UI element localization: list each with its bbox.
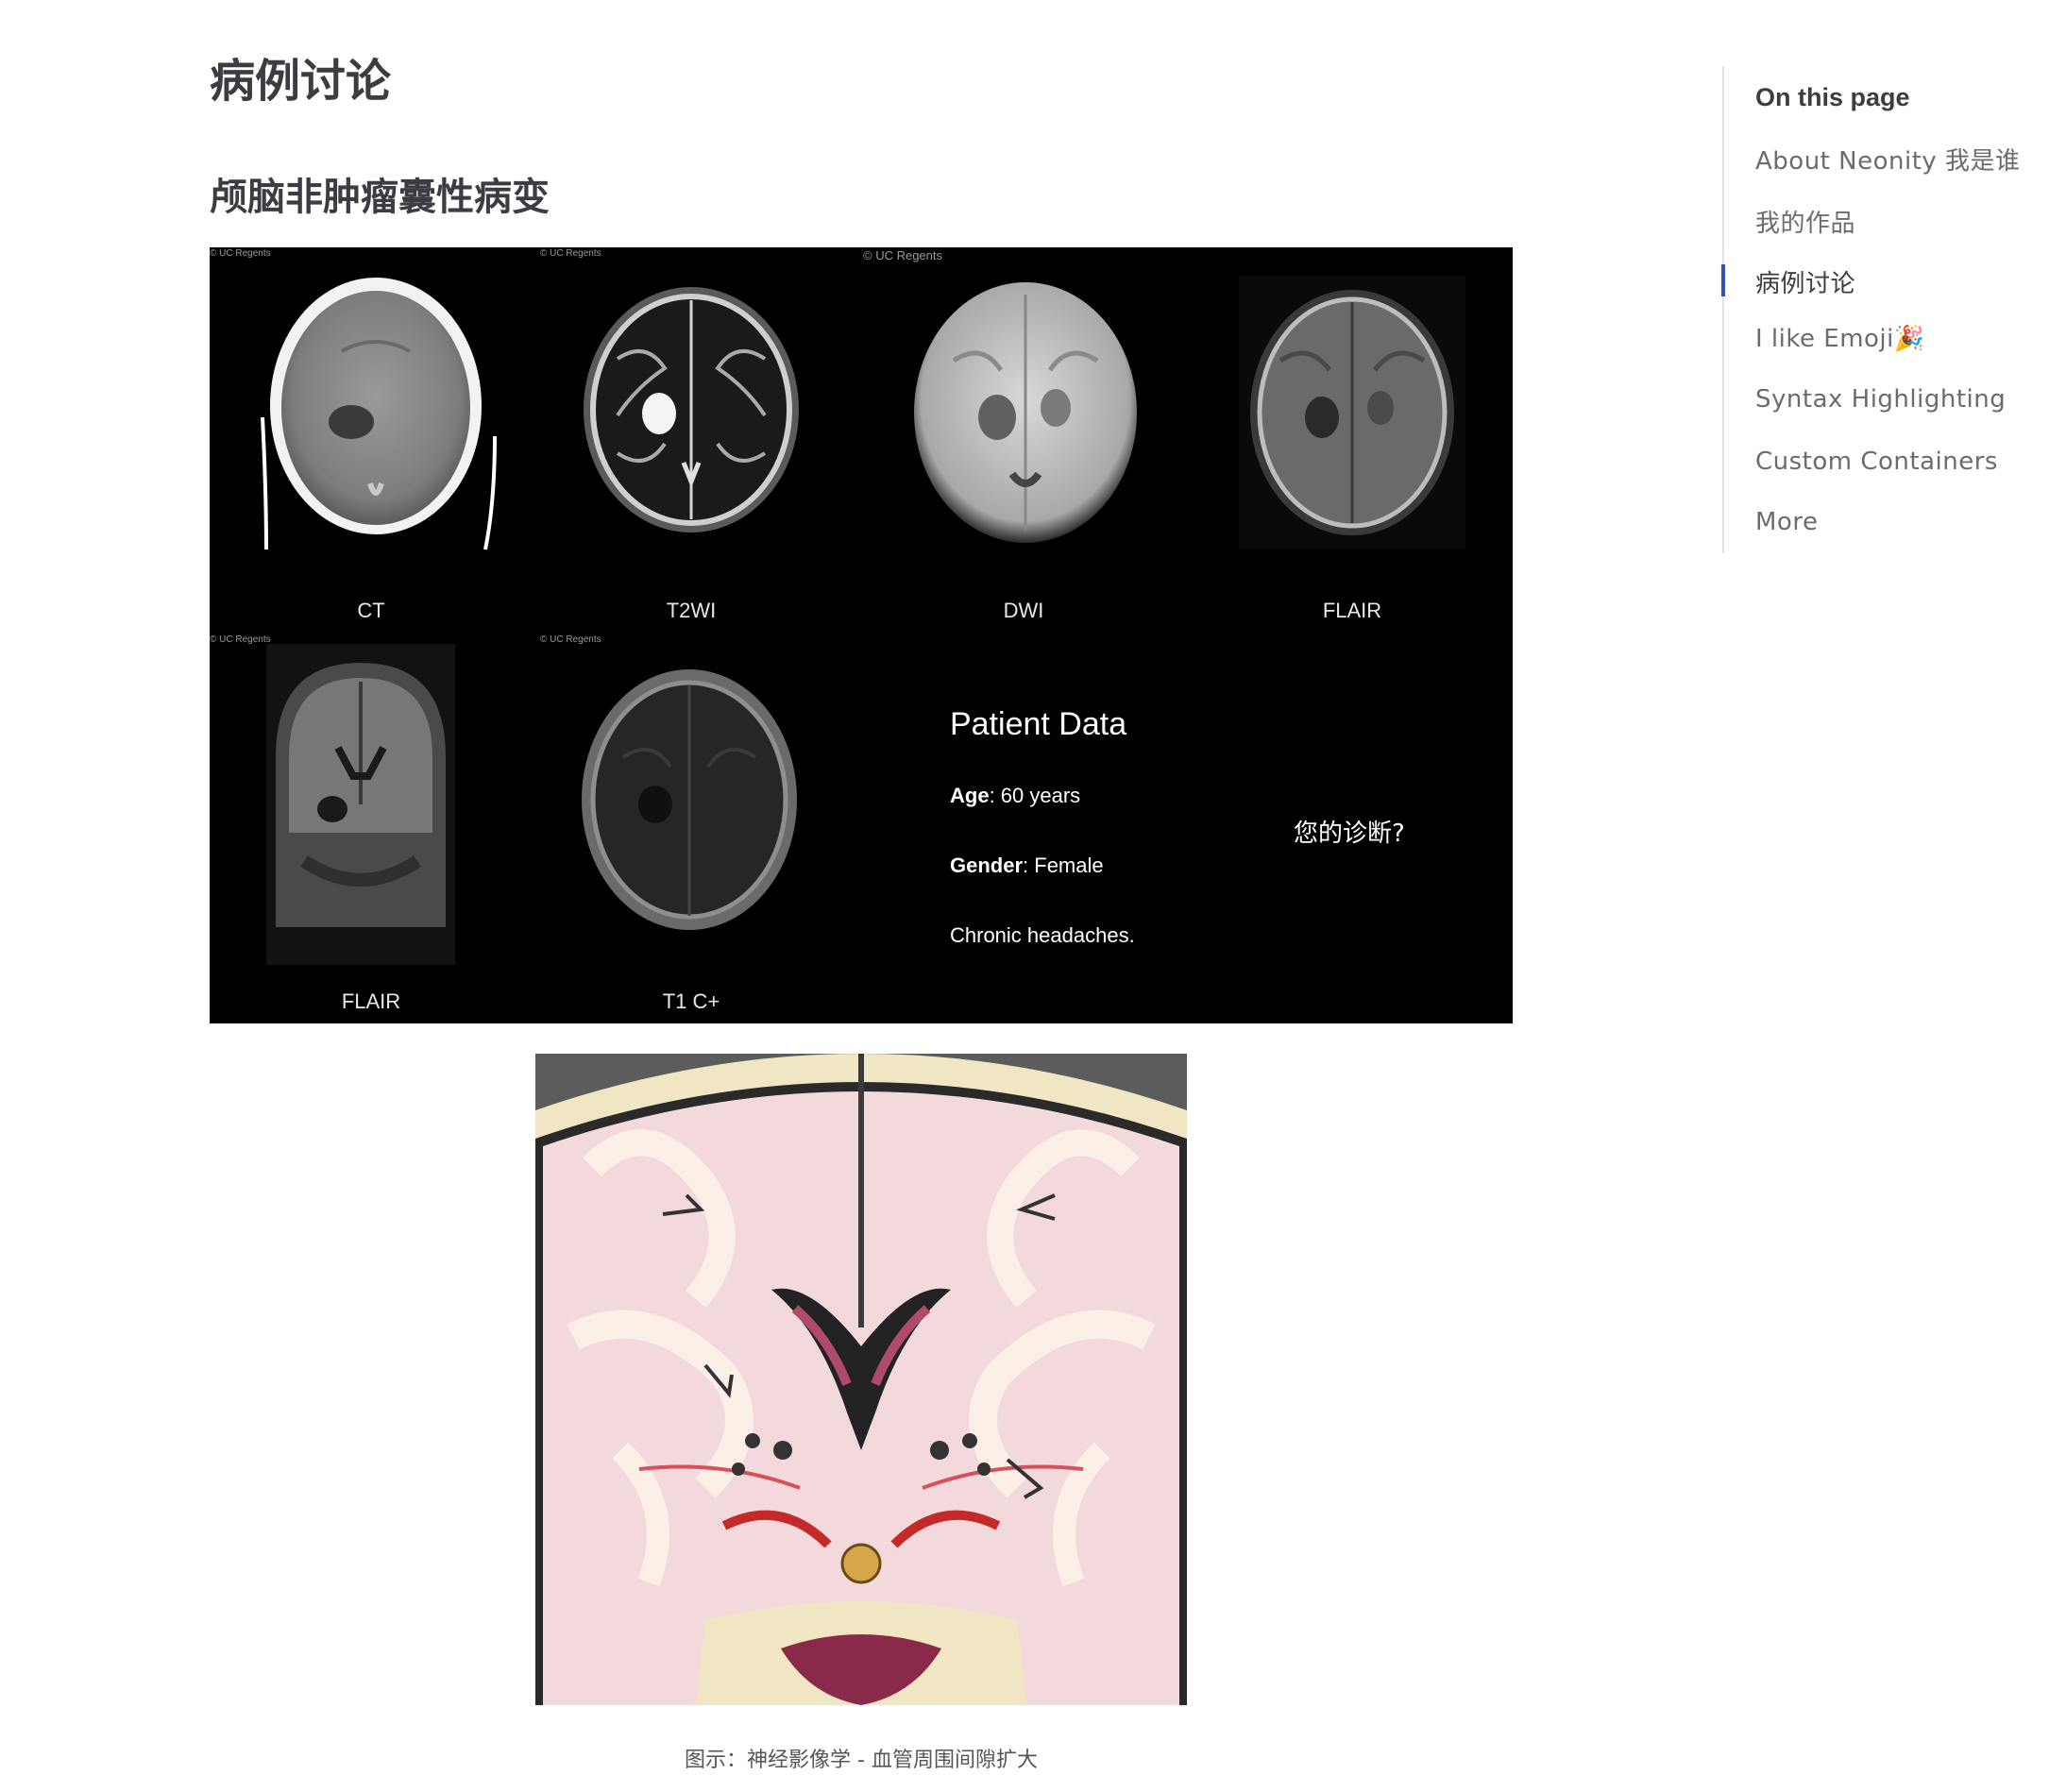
toc-item-works[interactable]: 我的作品 <box>1755 210 1856 238</box>
watermark-text: © UC Regents <box>210 634 271 645</box>
toc-title: On this page <box>1755 83 1910 111</box>
watermark-text: © UC Regents <box>863 248 942 262</box>
dwi-scan-image <box>914 282 1137 543</box>
toc-item-more[interactable]: More <box>1755 508 1819 536</box>
patient-age: Age: 60 years <box>950 784 1081 807</box>
perivascular-spaces-illustration <box>535 1054 1187 1705</box>
toc-active-indicator <box>1721 264 1725 296</box>
diagnosis-question: 您的诊断? <box>1294 820 1405 848</box>
patient-data-title: Patient Data <box>950 706 1127 742</box>
toc-item-emoji[interactable]: I like Emoji🎉 <box>1755 325 1925 353</box>
scan-label-ct: CT <box>357 599 385 622</box>
patient-history: Chronic headaches. <box>950 923 1135 947</box>
scan-label-dwi: DWI <box>1003 599 1044 622</box>
t1-contrast-scan-image <box>582 669 797 930</box>
flair-coronal-scan-image <box>266 644 455 965</box>
section-heading: 颅脑非肿瘤囊性病变 <box>210 176 550 219</box>
toc-item-about-neonity[interactable]: About Neonity 我是谁 <box>1755 147 2021 176</box>
flair-axial-scan-image <box>1239 276 1465 549</box>
t2wi-scan-image <box>584 287 799 533</box>
image-caption: 图示：神经影像学 - 血管周围间隙扩大 <box>685 1749 1038 1772</box>
scan-label-t1c: T1 C+ <box>662 989 720 1013</box>
page-title: 病例讨论 <box>210 55 392 108</box>
toc-sidebar: On this page About Neonity 我是谁 我的作品 病例讨论… <box>1721 66 2066 553</box>
watermark-text: © UC Regents <box>540 634 601 645</box>
scan-label-flair-coronal: FLAIR <box>341 989 401 1013</box>
patient-gender: Gender: Female <box>950 854 1104 877</box>
case-image: © UC Regents © UC Regents © UC Regents ©… <box>210 247 1513 1023</box>
toc-item-custom-containers[interactable]: Custom Containers <box>1755 448 1998 476</box>
scan-label-t2wi: T2WI <box>666 599 717 622</box>
ct-scan-image <box>261 278 497 550</box>
toc-item-case-discussion[interactable]: 病例讨论 <box>1755 270 1856 298</box>
watermark-text: © UC Regents <box>540 248 601 259</box>
watermark-text: © UC Regents <box>210 248 271 259</box>
scan-label-flair: FLAIR <box>1322 599 1382 622</box>
toc-item-syntax-highlighting[interactable]: Syntax Highlighting <box>1755 385 2007 414</box>
